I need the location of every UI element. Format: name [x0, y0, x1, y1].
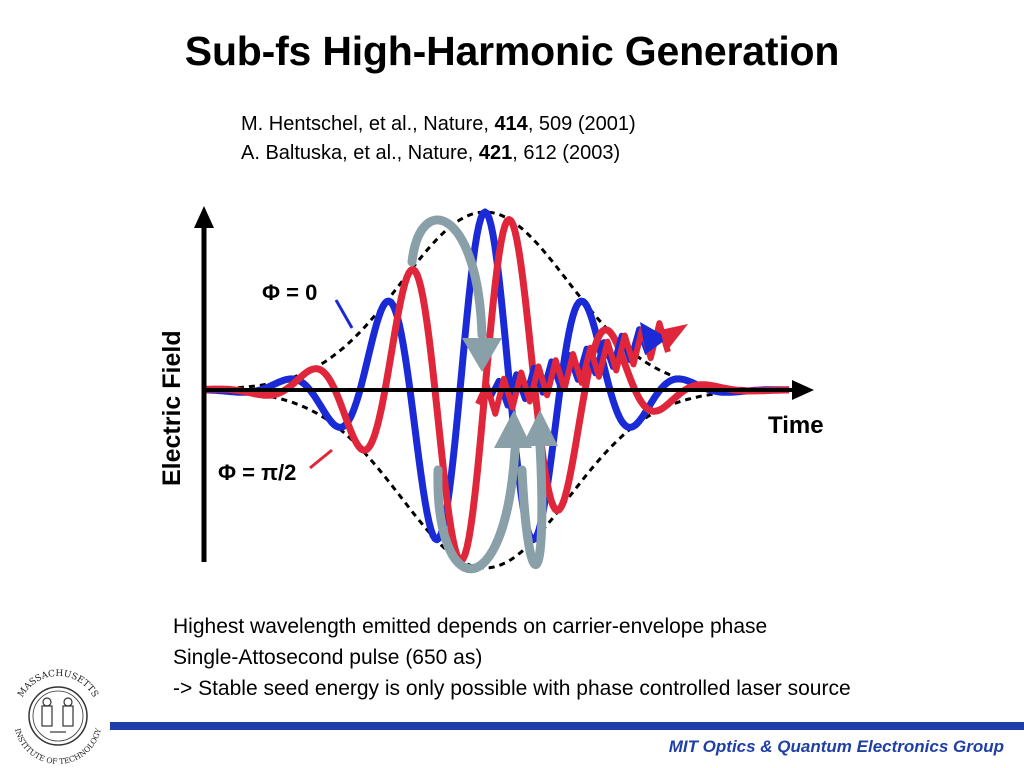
x-axis-label: Time — [768, 412, 824, 439]
mit-seal-logo: MASSACHUSETTS INSTITUTE OF TECHNOLOGY — [13, 669, 103, 766]
phase-zero-label: Φ = 0 — [262, 280, 317, 305]
footer-bar — [110, 722, 1024, 730]
note-2: Single-Attosecond pulse (650 as) — [173, 646, 483, 669]
note-3: -> Stable seed energy is only possible w… — [173, 677, 851, 700]
x-axis-arrowhead — [792, 380, 814, 400]
electron-trajectory-bottom-arrowhead-2 — [522, 410, 558, 446]
electron-trajectory-top — [407, 215, 487, 340]
electron-trajectory-bottom-arrowhead — [494, 410, 532, 448]
sin-carrier-wave — [203, 216, 791, 564]
svg-text:MASSACHUSETTS: MASSACHUSETTS — [16, 669, 99, 699]
phase-zero-pointer — [334, 299, 354, 329]
reference-1: M. Hentschel, et al., Nature, 414, 509 (… — [241, 113, 636, 135]
envelope-bottom — [204, 388, 790, 570]
electron-trajectory-top-arrowhead — [462, 338, 502, 372]
notes: Highest wavelength emitted depends on ca… — [173, 611, 851, 704]
footer-text: MIT Optics & Quantum Electronics Group — [668, 737, 1004, 756]
note-1: Highest wavelength emitted depends on ca… — [173, 615, 768, 638]
logo-top-text: MASSACHUSETTS — [16, 669, 99, 699]
y-axis-arrowhead — [194, 206, 214, 228]
slide-title: Sub-fs High-Harmonic Generation — [184, 28, 840, 74]
harmonic-burst-red — [475, 320, 671, 417]
harmonic-burst-red-arrowhead — [660, 324, 688, 352]
y-axis-label: Electric Field — [158, 330, 186, 486]
harmonic-burst-blue-arrowhead — [640, 322, 668, 354]
electron-trajectory-bottom — [433, 440, 547, 574]
field-diagram: Φ = 0 Φ = π/2 Time Electric Field — [158, 206, 824, 574]
reference-2: A. Baltuska, et al., Nature, 421, 612 (2… — [241, 142, 621, 164]
references: M. Hentschel, et al., Nature, 414, 509 (… — [241, 110, 636, 168]
phase-pi2-pointer — [309, 448, 333, 470]
phase-pi2-label: Φ = π/2 — [218, 460, 296, 485]
